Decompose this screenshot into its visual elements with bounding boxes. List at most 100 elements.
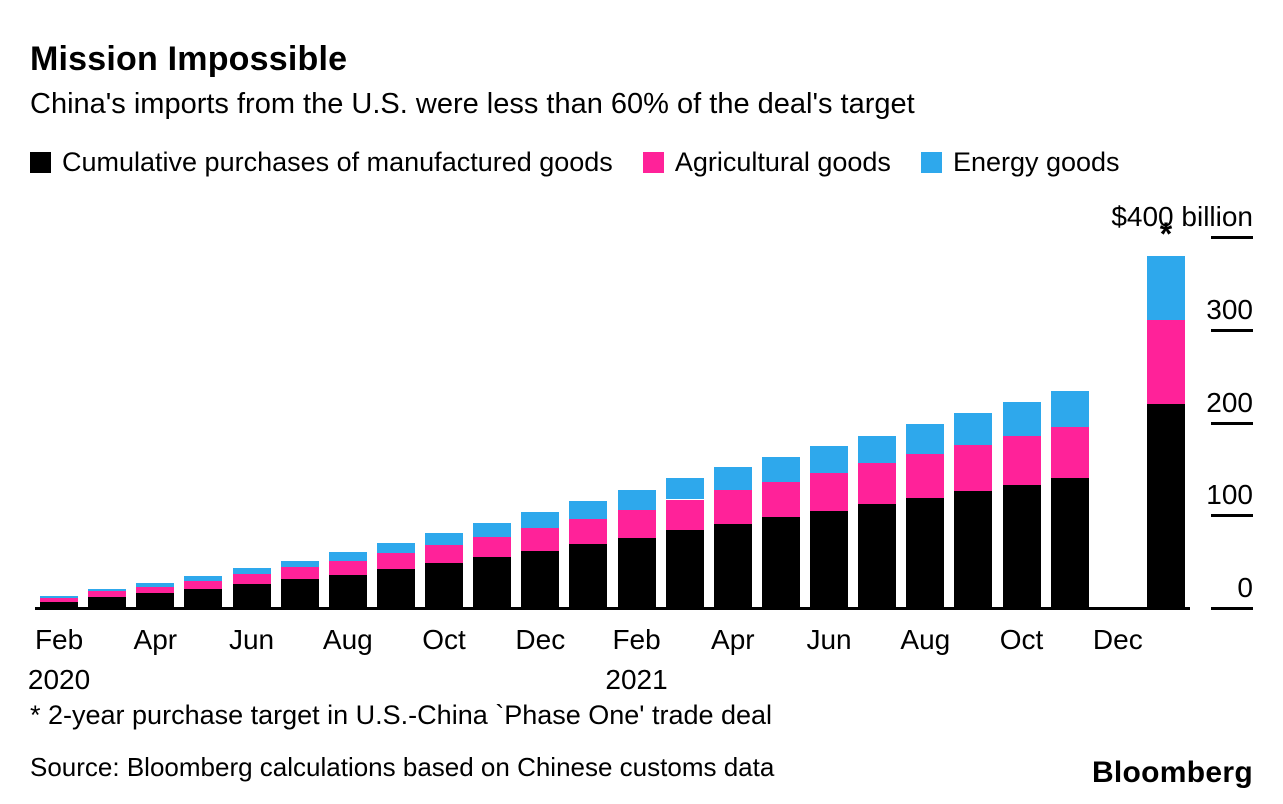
y-tick-dash xyxy=(1211,607,1253,610)
bar-segment xyxy=(88,588,127,592)
x-tick-label: Oct xyxy=(422,624,466,655)
bar-segment xyxy=(1002,484,1041,608)
chart-legend: Cumulative purchases of manufactured goo… xyxy=(30,147,1120,178)
bar-segment xyxy=(665,530,704,608)
x-tick-label: Aug xyxy=(900,624,951,655)
bar-segment xyxy=(858,463,897,505)
bar-segment xyxy=(954,413,993,445)
bar-segment xyxy=(810,510,849,608)
bar-segment xyxy=(280,579,319,608)
x-tick-label: Apr xyxy=(711,624,755,655)
legend-label: Agricultural goods xyxy=(674,147,891,177)
bar-segment xyxy=(328,552,367,561)
bar-segment xyxy=(617,509,656,538)
x-tick-label: Jun xyxy=(228,624,275,655)
bar-segment xyxy=(280,567,319,580)
source-note: Source: Bloomberg calculations based on … xyxy=(30,752,775,782)
bar-segment xyxy=(280,560,319,568)
chart-subtitle: China's imports from the U.S. were less … xyxy=(30,88,915,120)
bar-segment xyxy=(569,544,608,608)
chart-title: Mission Impossible xyxy=(30,40,348,78)
bar-segment xyxy=(328,560,367,575)
bar-segment xyxy=(136,593,175,608)
legend-item-0: Cumulative purchases of manufactured goo… xyxy=(30,147,613,178)
x-tick-label: Apr xyxy=(133,624,178,655)
bar-segment xyxy=(810,445,849,473)
bar-segment xyxy=(136,582,175,587)
plot-area: * xyxy=(35,216,1190,608)
bar-segment xyxy=(665,499,704,531)
y-axis: $400 billion 300 200 100 0 xyxy=(1000,201,1253,637)
bar-segment xyxy=(136,586,175,594)
bar-segment xyxy=(328,574,367,608)
y-tick-dash xyxy=(1211,514,1253,518)
bar-segment xyxy=(184,581,223,590)
bar-segment xyxy=(1050,390,1089,428)
bar-segment xyxy=(376,569,415,608)
bar-segment xyxy=(858,435,897,464)
bar-segment xyxy=(858,504,897,608)
bar-segment xyxy=(617,490,656,510)
bar-segment xyxy=(184,589,223,608)
x-tick-label: Aug xyxy=(322,624,373,655)
bar-segment xyxy=(954,444,993,492)
x-axis: Feb Apr Jun Aug Oct Dec Feb Apr Jun Aug Oct Dec 2020… xyxy=(28,624,1190,714)
y-tick-label: 100 xyxy=(1206,479,1253,511)
bar-segment xyxy=(761,517,800,608)
bar-segment xyxy=(40,595,79,598)
bar-segment xyxy=(954,491,993,608)
legend-label: Energy goods xyxy=(952,147,1120,177)
y-tick-label: 200 xyxy=(1206,386,1253,418)
bar-segment xyxy=(1002,436,1041,485)
bar-segment xyxy=(1002,402,1041,437)
x-tick-label: Dec xyxy=(515,624,566,655)
y-tick-dash xyxy=(1211,236,1253,239)
bar-segment xyxy=(425,562,464,608)
bar-segment xyxy=(88,596,127,608)
y-tick-label: 0 xyxy=(1237,572,1253,603)
x-tick-label: Feb xyxy=(612,624,661,655)
x-tick-label: Oct xyxy=(999,624,1044,655)
bar-segment xyxy=(761,481,800,518)
bar-segment xyxy=(521,550,560,608)
bar-segment xyxy=(232,583,271,608)
bar-segment xyxy=(376,553,415,570)
bar-segment xyxy=(617,537,656,608)
bar-segment xyxy=(40,601,79,608)
bar-segment xyxy=(473,522,512,537)
x-year-label: 2021 xyxy=(605,664,668,695)
bar-segment xyxy=(713,467,752,491)
bar-segment xyxy=(665,478,704,500)
y-tick-label: 300 xyxy=(1206,293,1253,325)
bar-segment xyxy=(232,568,271,574)
x-tick-label: Feb xyxy=(34,624,84,655)
bar-segment xyxy=(569,501,608,519)
bar-segment xyxy=(425,544,464,563)
bar-segment xyxy=(906,424,945,455)
bar-segment xyxy=(1146,255,1185,321)
bar-segment xyxy=(1146,320,1185,404)
bloomberg-logo: Bloomberg xyxy=(1091,756,1253,789)
y-tick-label: $400 billion xyxy=(1111,201,1253,232)
bar-segment xyxy=(569,518,608,545)
bar-segment xyxy=(88,591,127,597)
legend-swatch-icon xyxy=(920,152,942,173)
bar-segment xyxy=(810,472,849,511)
x-tick-label: Dec xyxy=(1092,624,1143,655)
bar-segment xyxy=(473,536,512,557)
bar-segment xyxy=(906,454,945,498)
target-asterisk-marker: * xyxy=(1159,215,1173,252)
bar-segment xyxy=(40,597,79,602)
bar-segment xyxy=(713,523,752,608)
x-tick-label: Jun xyxy=(806,624,852,655)
bar-segment xyxy=(761,456,800,482)
x-axis-baseline xyxy=(35,607,1190,610)
bar-segment xyxy=(232,573,271,584)
legend-swatch-icon xyxy=(30,152,51,173)
bar-segment xyxy=(906,497,945,608)
y-tick-dash xyxy=(1211,421,1253,425)
footnote: * 2-year purchase target in U.S.-China `… xyxy=(30,700,773,730)
bar-segment xyxy=(425,532,464,545)
bar-segment xyxy=(473,557,512,608)
